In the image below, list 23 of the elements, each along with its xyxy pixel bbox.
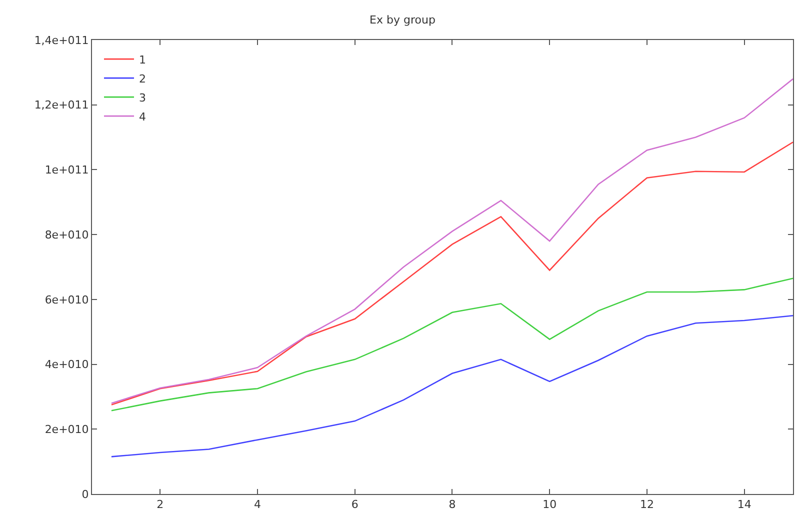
x-tick-label: 4: [254, 498, 262, 512]
y-tick-label: 0: [82, 488, 89, 501]
y-tick-label: 2e+010: [44, 422, 89, 436]
line-series: [110, 314, 793, 458]
legend-label: 4: [139, 110, 146, 124]
x-tick-label: 14: [737, 498, 752, 512]
x-tick-label: 6: [351, 498, 358, 512]
y-tick-label: 4e+010: [44, 358, 89, 372]
y-tick-label: 1e+011: [44, 164, 89, 177]
legend-label: 3: [139, 91, 146, 104]
x-tick-label: 2: [156, 498, 164, 512]
y-tick-label: 8e+010: [44, 228, 89, 242]
y-tick-label: 1,2e+011: [34, 98, 89, 112]
x-tick-label: 10: [542, 498, 557, 512]
x-tick-label: 8: [448, 498, 456, 512]
line-series: [110, 278, 793, 412]
legend-label: 1: [139, 53, 146, 66]
y-tick-label: 1,4e+011: [34, 34, 89, 47]
x-tick-label: 12: [640, 498, 654, 512]
chart-title: Ex by group: [370, 14, 436, 27]
y-tick-label: 6e+010: [44, 293, 89, 306]
line-series: [110, 142, 793, 406]
legend-label: 2: [139, 72, 146, 86]
